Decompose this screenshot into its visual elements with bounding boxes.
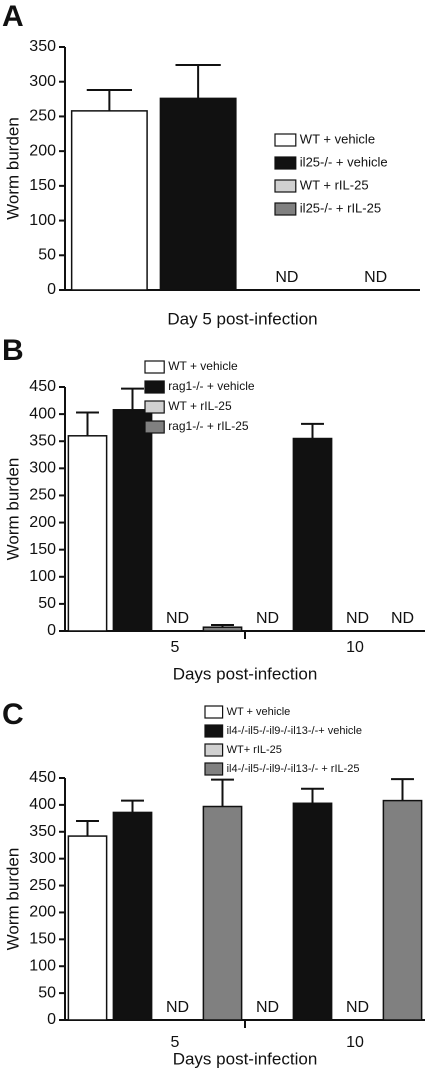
y-tick-label: 150 [29,541,56,558]
value-label: ND [346,999,369,1016]
y-tick-label: 350 [29,38,56,55]
x-tick-label: 10 [346,639,364,656]
value-label: ND [346,610,369,627]
legend-label: rag1-/- + rIL-25 [168,419,249,433]
y-tick-label: 300 [29,850,56,867]
bar [67,435,108,632]
bar [67,835,108,1021]
x-tick-label: 5 [171,639,180,656]
y-tick-label: 200 [29,904,56,921]
y-tick-label: 350 [29,823,56,840]
bar [112,409,153,632]
y-tick-label: 100 [29,212,56,229]
value-label: ND [364,269,387,286]
legend-label: il25-/- + vehicle [300,154,388,169]
x-axis-label: Day 5 post-infection [167,309,317,328]
legend-label: WT + vehicle [168,359,238,373]
legend-label: rag1-/- + vehicle [168,379,255,393]
legend-label: il25-/- + rIL-25 [300,200,381,215]
legend-swatch [274,202,297,216]
y-tick-label: 400 [29,405,56,422]
bar [382,799,423,1021]
y-axis-label: Worm burden [3,848,22,951]
legend-label: il4-/-il5-/-il9-/-il13-/-+ vehicle [227,725,362,737]
legend-label: WT + rIL-25 [168,399,232,413]
legend-label: WT + vehicle [227,706,291,718]
panel-letter: B [2,334,24,367]
y-tick-label: 50 [38,595,56,612]
y-tick-label: 300 [29,460,56,477]
legend-swatch [204,705,224,719]
y-tick-label: 100 [29,568,56,585]
x-tick-label: 10 [346,1034,364,1051]
legend-label: WT+ rIL-25 [227,744,282,756]
y-tick-label: 450 [29,769,56,786]
legend-swatch [204,724,224,738]
legend-swatch [144,400,165,414]
bar [112,811,153,1021]
y-tick-label: 250 [29,877,56,894]
y-axis-label: Worm burden [3,458,22,561]
value-label: ND [166,610,189,627]
value-label: ND [256,999,279,1016]
y-tick-label: 200 [29,514,56,531]
bar [159,97,237,291]
y-tick-label: 400 [29,796,56,813]
y-tick-label: 150 [29,931,56,948]
y-tick-label: 50 [38,247,56,264]
legend-label: WT + rIL-25 [300,177,369,192]
y-tick-label: 0 [47,281,56,298]
y-tick-label: 200 [29,142,56,159]
value-label: ND [256,610,279,627]
bar [292,437,333,632]
legend-swatch [274,133,297,147]
bar [292,802,333,1021]
value-label: ND [275,269,298,286]
y-tick-label: 100 [29,957,56,974]
legend-swatch [204,743,224,757]
legend-label: WT + vehicle [300,131,375,146]
value-label: ND [391,610,414,627]
x-axis-label: Days post-infection [173,1049,318,1068]
bar [70,110,148,291]
y-tick-label: 250 [29,108,56,125]
bar [202,805,243,1021]
panel-letter: C [2,698,24,731]
legend-swatch [144,380,165,394]
y-tick-label: 50 [38,984,56,1001]
y-tick-label: 450 [29,378,56,395]
bar [202,626,243,632]
y-tick-label: 0 [47,622,56,639]
x-tick-label: 5 [171,1034,180,1051]
y-tick-label: 150 [29,177,56,194]
value-label: ND [166,999,189,1016]
y-axis-label: Worm burden [3,117,22,220]
legend-swatch [144,360,165,374]
panel-letter: A [2,0,24,33]
x-axis-label: Days post-infection [173,664,318,683]
y-tick-label: 350 [29,432,56,449]
legend-swatch [274,156,297,170]
y-tick-label: 250 [29,487,56,504]
y-tick-label: 300 [29,73,56,90]
legend-swatch [144,420,165,434]
legend-label: il4-/-il5-/-il9-/-il13-/- + rIL-25 [227,763,360,775]
legend-swatch [204,762,224,776]
y-tick-label: 0 [47,1011,56,1028]
legend-swatch [274,179,297,193]
